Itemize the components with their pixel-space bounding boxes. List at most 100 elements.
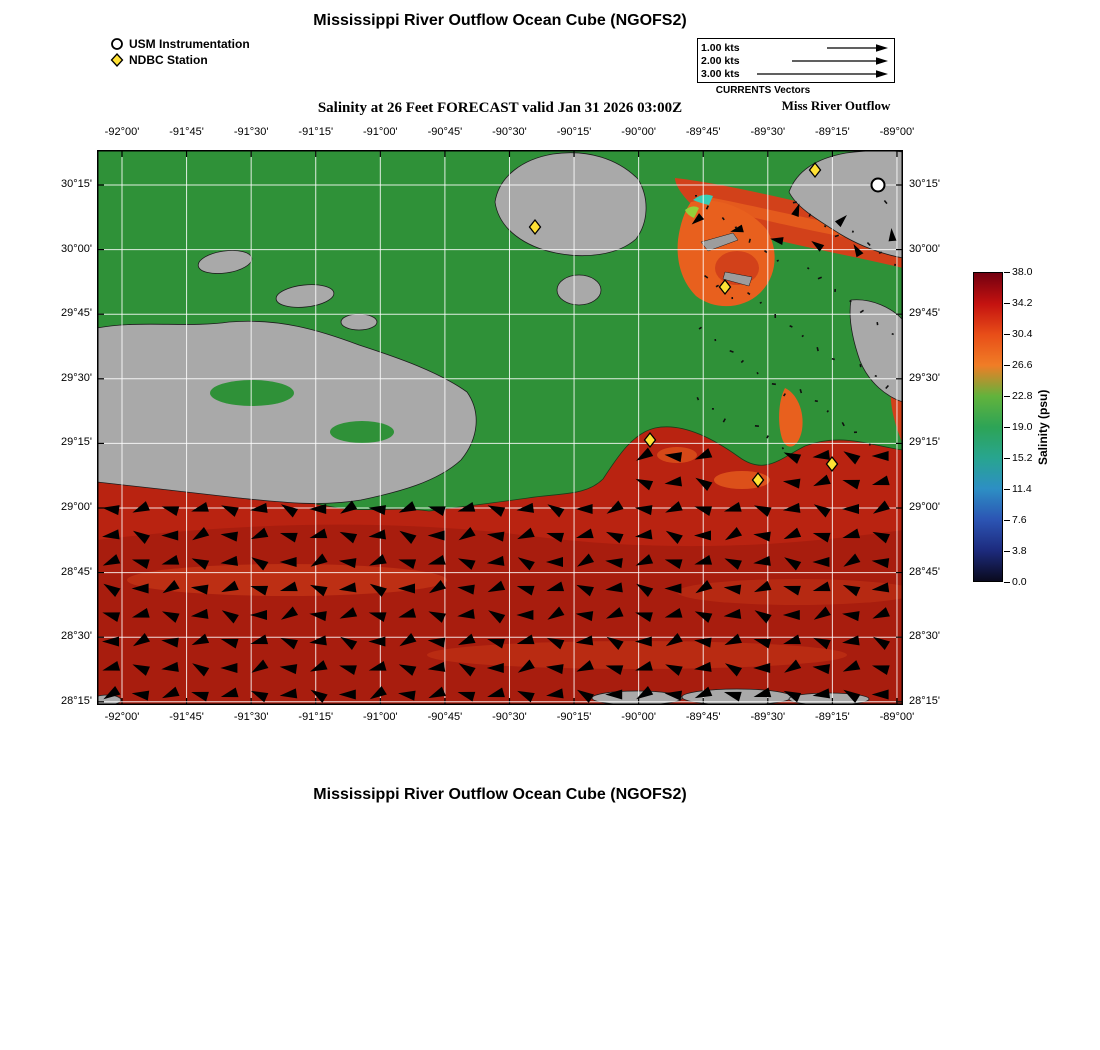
lon-tick-label: -90°15' bbox=[556, 126, 592, 138]
lat-tick-label: 28°15' bbox=[61, 694, 92, 707]
ndbc-station-marker bbox=[808, 161, 822, 179]
vector-scale-row: 2.00 kts bbox=[701, 54, 891, 67]
colorbar-tick-label: 19.0 bbox=[1012, 420, 1033, 433]
lon-tick-label: -90°00' bbox=[621, 126, 656, 138]
lon-tick-label: -92°00' bbox=[104, 711, 140, 723]
vector-scale-label: 2.00 kts bbox=[701, 54, 740, 67]
ndbc-marker-icon bbox=[110, 53, 124, 67]
colorbar-tick bbox=[1004, 426, 1010, 428]
colorbar-tick-label: 22.8 bbox=[1012, 389, 1033, 402]
colorbar-tick-label: 11.4 bbox=[1012, 482, 1032, 495]
lon-tick-label: -91°45' bbox=[169, 711, 204, 723]
legend-row-ndbc: NDBC Station bbox=[110, 52, 250, 68]
vector-scale-arrow-icon bbox=[757, 69, 888, 78]
usm-marker-icon bbox=[111, 38, 123, 50]
lat-tick-label: 29°45' bbox=[909, 307, 940, 320]
map-legend: USM Instrumentation NDBC Station bbox=[110, 36, 250, 68]
colorbar-tick-label: 30.4 bbox=[1012, 327, 1033, 340]
usm-station-marker bbox=[870, 177, 886, 193]
lat-tick-label: 29°30' bbox=[909, 371, 940, 384]
lon-tick-label: -91°30' bbox=[233, 126, 269, 138]
lon-tick-label: -92°00' bbox=[104, 126, 140, 138]
lon-tick-label: -90°30' bbox=[492, 711, 527, 723]
lat-tick-label: 29°30' bbox=[61, 371, 92, 384]
vector-scale-arrow-icon bbox=[792, 56, 888, 65]
lon-tick-label: -91°15' bbox=[298, 711, 334, 723]
colorbar-tick bbox=[1004, 488, 1010, 490]
lon-tick-label: -90°45' bbox=[427, 126, 463, 138]
lon-tick-label: -89°45' bbox=[685, 126, 721, 138]
lat-tick-label: 29°15' bbox=[909, 436, 940, 449]
lat-tick-label: 28°30' bbox=[61, 630, 92, 643]
lon-tick-label: -91°00' bbox=[362, 711, 398, 723]
lat-tick-label: 30°00' bbox=[61, 242, 92, 255]
lat-tick-label: 29°15' bbox=[61, 436, 92, 449]
grid-layer bbox=[97, 150, 903, 705]
legend-label-usm: USM Instrumentation bbox=[129, 37, 250, 51]
colorbar-tick bbox=[1004, 519, 1010, 521]
lat-tick-label: 28°30' bbox=[909, 630, 940, 643]
ndbc-station-marker bbox=[718, 278, 732, 296]
ndbc-station-marker bbox=[528, 218, 542, 236]
lat-tick-label: 28°45' bbox=[909, 565, 940, 578]
ndbc-station-marker bbox=[751, 471, 765, 489]
bottom-title: Mississippi River Outflow Ocean Cube (NG… bbox=[313, 786, 687, 803]
map-canvas bbox=[97, 150, 903, 705]
lat-tick-label: 28°45' bbox=[61, 565, 92, 578]
colorbar-tick bbox=[1004, 457, 1010, 459]
map-border bbox=[97, 150, 903, 705]
colorbar-tick-label: 34.2 bbox=[1012, 296, 1033, 309]
region-label: Miss River Outflow bbox=[781, 98, 891, 113]
lon-tick-label: -89°15' bbox=[815, 126, 850, 138]
colorbar-tick bbox=[1004, 364, 1010, 366]
vector-scale-label: 1.00 kts bbox=[701, 41, 740, 54]
colorbar-tick bbox=[1004, 271, 1010, 273]
lon-tick-label: -90°30' bbox=[492, 126, 527, 138]
lon-tick-label: -91°30' bbox=[233, 711, 269, 723]
map-frame bbox=[97, 150, 903, 705]
lon-tick-label: -89°45' bbox=[685, 711, 721, 723]
colorbar-tick-label: 26.6 bbox=[1012, 358, 1033, 371]
ndbc-station-marker bbox=[643, 431, 657, 449]
currents-vectors-caption: CURRENTS Vectors bbox=[715, 85, 811, 96]
lon-tick-label: -89°00' bbox=[879, 126, 915, 138]
lon-tick-label: -91°15' bbox=[298, 126, 334, 138]
lat-tick-label: 30°15' bbox=[909, 178, 940, 190]
colorbar-tick bbox=[1004, 302, 1010, 304]
lon-tick-label: -91°00' bbox=[362, 126, 398, 138]
vector-scale-label: 3.00 kts bbox=[701, 67, 740, 80]
lon-tick-label: -90°45' bbox=[427, 711, 463, 723]
lon-tick-label: -90°15' bbox=[556, 711, 592, 723]
colorbar-title: Salinity (psu) bbox=[1036, 389, 1050, 465]
lon-tick-label: -89°00' bbox=[879, 711, 915, 723]
lon-tick-label: -89°30' bbox=[750, 711, 786, 723]
colorbar-tick-label: 38.0 bbox=[1012, 265, 1033, 278]
lat-tick-label: 30°15' bbox=[61, 178, 92, 190]
lon-tick-label: -89°15' bbox=[815, 711, 850, 723]
colorbar-tick-label: 15.2 bbox=[1012, 451, 1033, 464]
lat-tick-label: 30°00' bbox=[909, 242, 940, 255]
current-vectors-layer bbox=[102, 195, 897, 703]
colorbar-tick bbox=[1004, 395, 1010, 397]
current-vector-scale-box: 1.00 kts 2.00 kts 3.00 kts bbox=[697, 38, 895, 83]
lat-tick-label: 29°45' bbox=[61, 307, 92, 320]
ndbc-station-marker bbox=[825, 455, 839, 473]
forecast-subtitle: Salinity at 26 Feet FORECAST valid Jan 3… bbox=[317, 100, 683, 116]
lat-tick-label: 29°00' bbox=[909, 501, 940, 513]
lon-tick-label: -90°00' bbox=[621, 711, 656, 723]
station-markers-layer bbox=[528, 161, 886, 489]
lat-tick-label: 28°15' bbox=[909, 694, 940, 707]
vector-scale-row: 3.00 kts bbox=[701, 67, 891, 80]
colorbar bbox=[973, 272, 1003, 582]
colorbar-tick bbox=[1004, 550, 1010, 552]
lat-tick-label: 29°00' bbox=[61, 501, 92, 513]
legend-label-ndbc: NDBC Station bbox=[129, 53, 208, 67]
nodata-layer bbox=[97, 150, 903, 705]
colorbar-tick bbox=[1004, 333, 1010, 335]
lon-tick-label: -91°45' bbox=[169, 126, 204, 138]
colorbar-tick bbox=[1004, 581, 1010, 583]
page-title: Mississippi River Outflow Ocean Cube (NG… bbox=[313, 12, 687, 29]
vector-scale-row: 1.00 kts bbox=[701, 41, 891, 54]
colorbar-tick-label: 7.6 bbox=[1012, 513, 1027, 526]
